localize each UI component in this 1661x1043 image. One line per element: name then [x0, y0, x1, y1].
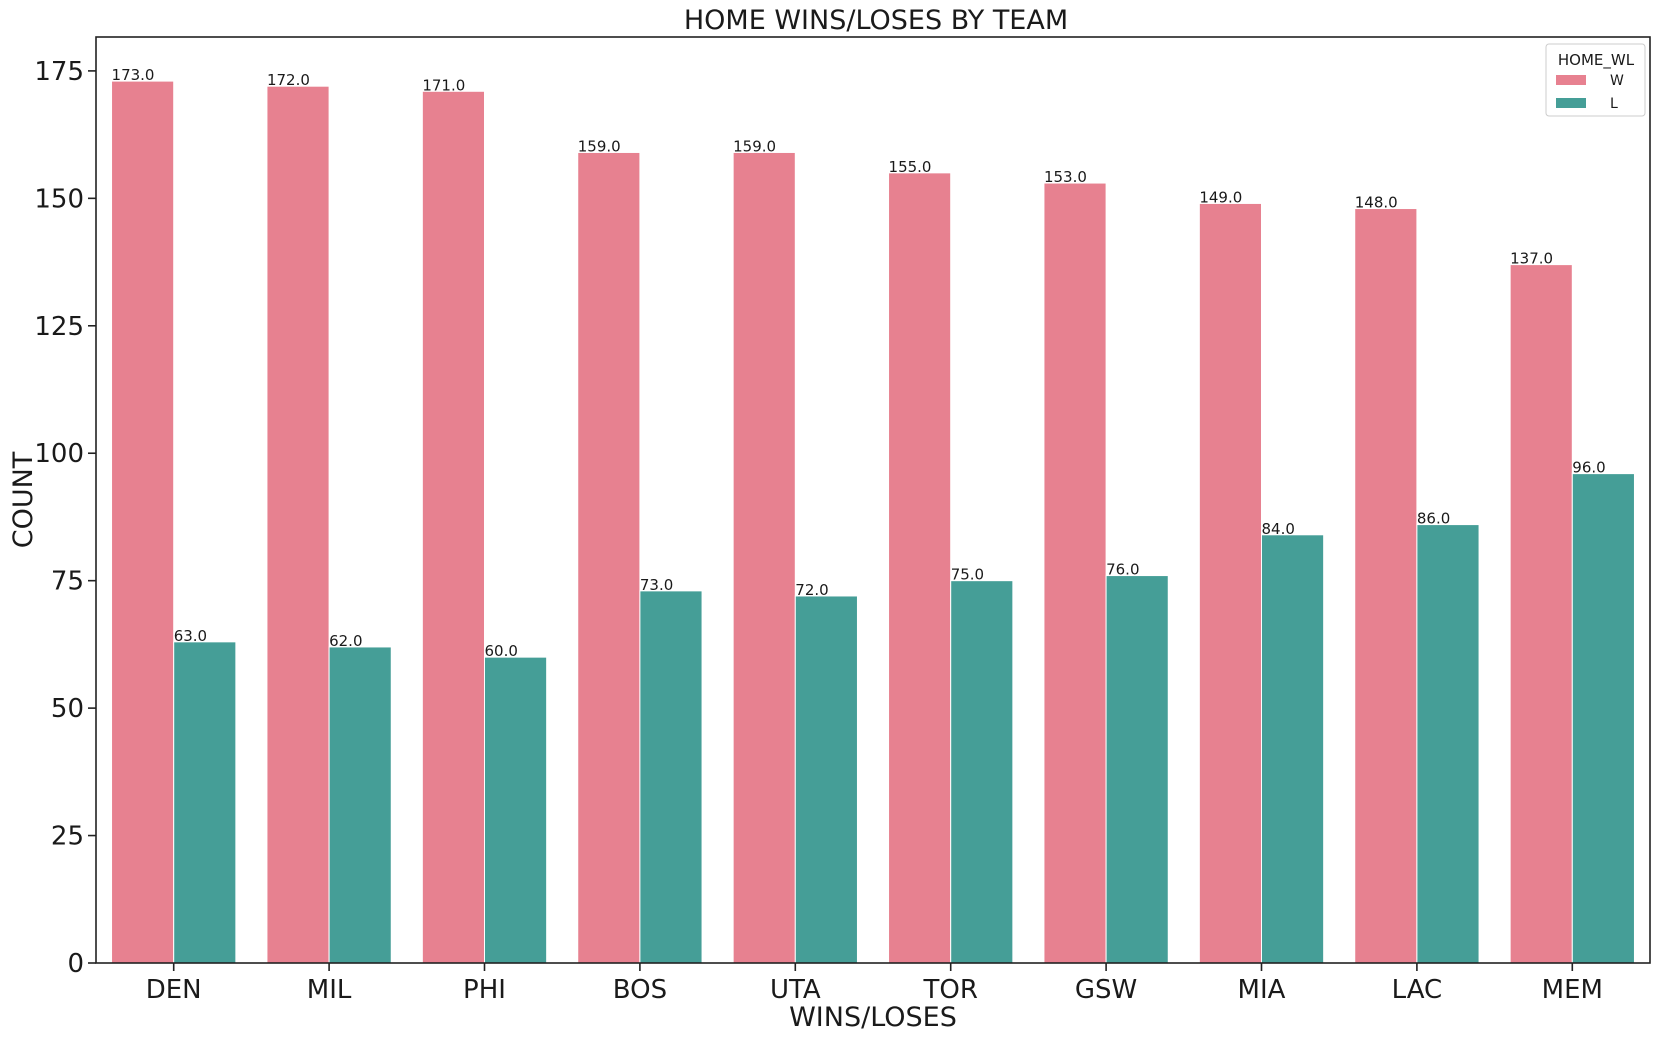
- y-tick-label-150: 150: [34, 184, 84, 214]
- x-tick-label-bos: BOS: [613, 975, 667, 1005]
- y-axis: 0 25 50 75 100 125 150 175: [34, 57, 96, 979]
- bar-w-mil: [266, 85, 330, 964]
- bar-label-l-mia: 84.0: [1262, 520, 1295, 538]
- y-tick-label-125: 125: [34, 312, 84, 342]
- y-tick-label-25: 25: [51, 822, 84, 852]
- y-tick-label-175: 175: [34, 57, 84, 87]
- bar-label-w-tor: 155.0: [889, 158, 932, 176]
- bar-w-phi: [421, 90, 485, 964]
- bar-l-gsw: [1105, 575, 1169, 964]
- bar-l-mil: [328, 646, 392, 964]
- plot-frame: [95, 36, 1651, 964]
- bar-label-w-mil: 172.0: [267, 71, 310, 89]
- bar-labels-group: 173.0 63.0 172.0 62.0 171.0 60.0 159.0 73.0 159.…: [112, 66, 1606, 660]
- bar-label-l-mil: 62.0: [329, 632, 362, 650]
- y-tick-label-50: 50: [51, 694, 84, 724]
- legend-swatch-w: [1556, 75, 1586, 85]
- bar-label-w-bos: 159.0: [578, 137, 621, 155]
- bar-label-l-lac: 86.0: [1417, 510, 1450, 528]
- y-axis-title: COUNT: [8, 451, 39, 548]
- bar-label-l-tor: 75.0: [951, 566, 984, 584]
- x-tick-label-uta: UTA: [770, 975, 821, 1005]
- bar-l-mem: [1571, 473, 1635, 964]
- bar-w-uta: [732, 151, 796, 964]
- bar-label-l-gsw: 76.0: [1106, 561, 1139, 579]
- bar-w-bos: [577, 151, 641, 964]
- bar-label-l-bos: 73.0: [640, 576, 673, 594]
- bar-label-w-uta: 159.0: [733, 137, 776, 155]
- x-tick-label-mem: MEM: [1542, 975, 1603, 1005]
- bar-l-den: [173, 641, 237, 964]
- legend: HOME_WL W L: [1545, 43, 1646, 117]
- bar-label-w-phi: 171.0: [422, 76, 465, 94]
- bar-label-w-mia: 149.0: [1199, 188, 1242, 206]
- legend-label-l: L: [1610, 96, 1618, 112]
- x-tick-label-lac: LAC: [1392, 975, 1443, 1005]
- bar-w-gsw: [1043, 182, 1107, 964]
- x-tick-label-mia: MIA: [1238, 975, 1286, 1005]
- bar-label-l-phi: 60.0: [485, 642, 518, 660]
- bar-l-uta: [794, 595, 858, 964]
- bar-label-w-gsw: 153.0: [1044, 168, 1087, 186]
- x-axis: DEN MIL PHI BOS UTA TOR GSW MIA LAC MEM: [146, 963, 1603, 1005]
- legend-swatch-l: [1556, 98, 1586, 108]
- bar-label-w-den: 173.0: [112, 66, 155, 84]
- bar-w-mia: [1198, 202, 1262, 964]
- x-tick-label-phi: PHI: [463, 975, 506, 1005]
- x-tick-label-den: DEN: [146, 975, 202, 1005]
- x-tick-label-mil: MIL: [307, 975, 352, 1005]
- bar-l-mia: [1261, 534, 1325, 964]
- x-axis-title: WINS/LOSES: [789, 1002, 957, 1033]
- bars-group: [111, 80, 1635, 964]
- bar-label-w-lac: 148.0: [1355, 194, 1398, 212]
- y-tick-label-75: 75: [51, 567, 84, 597]
- x-tick-label-tor: TOR: [922, 975, 977, 1005]
- bar-label-l-mem: 96.0: [1572, 459, 1605, 477]
- bar-label-l-den: 63.0: [174, 627, 207, 645]
- chart-title: HOME WINS/LOSES BY TEAM: [684, 5, 1068, 36]
- bar-l-lac: [1416, 524, 1480, 964]
- legend-title: HOME_WL: [1558, 51, 1635, 70]
- x-tick-label-gsw: GSW: [1075, 975, 1137, 1005]
- bar-w-lac: [1354, 208, 1418, 964]
- y-tick-label-100: 100: [34, 439, 84, 469]
- y-tick-label-0: 0: [67, 949, 84, 979]
- bar-label-w-mem: 137.0: [1510, 250, 1553, 268]
- legend-label-w: W: [1610, 73, 1624, 89]
- bar-l-phi: [484, 656, 548, 964]
- bar-l-bos: [639, 590, 703, 964]
- bar-w-tor: [888, 172, 952, 964]
- bar-l-tor: [950, 580, 1014, 964]
- bar-w-den: [111, 80, 175, 964]
- bar-label-l-uta: 72.0: [795, 581, 828, 599]
- bar-w-mem: [1509, 264, 1573, 964]
